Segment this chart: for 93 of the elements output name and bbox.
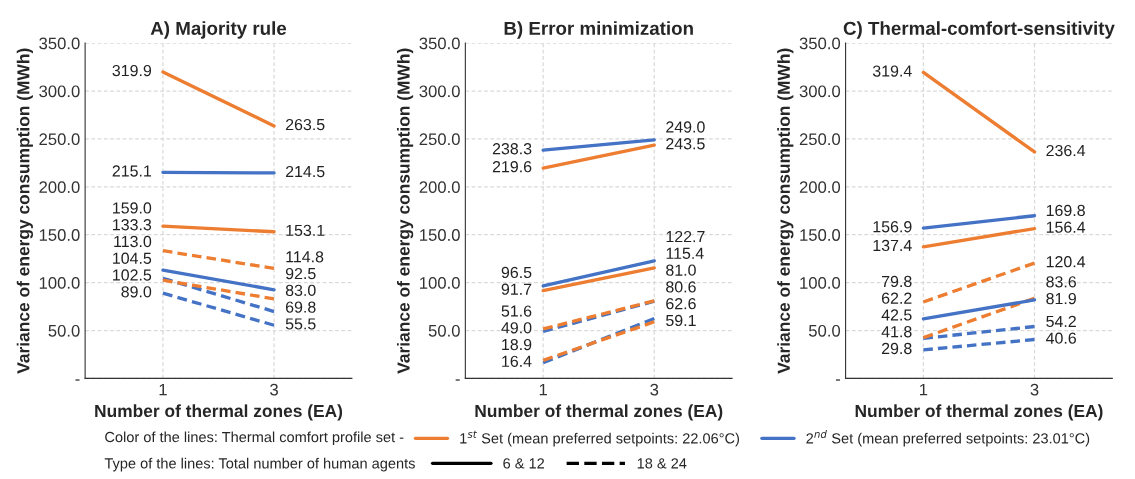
data-label: 102.5 — [113, 269, 152, 281]
data-label: 214.5 — [285, 165, 325, 178]
y-tick-label: 300.0 — [39, 85, 80, 98]
data-label: 319.4 — [872, 65, 912, 77]
y-tick-label: 50.0 — [428, 324, 460, 337]
y-tick-label: 350.0 — [799, 37, 841, 50]
data-label: 80.6 — [666, 281, 696, 293]
data-label: 169.8 — [1046, 204, 1085, 217]
data-label: 219.6 — [492, 161, 532, 173]
y-tick-label: 250.0 — [419, 133, 460, 146]
legend-label: 1$^{st}$ Set (mean preferred setpoints: 22.06°C) — [460, 430, 740, 447]
data-label: 120.4 — [1046, 256, 1086, 268]
data-label: 156.9 — [873, 221, 912, 233]
data-label: 62.2 — [881, 292, 912, 304]
x-axis-title: Number of thermal zones (EA) — [855, 404, 1103, 421]
data-label: 55.5 — [285, 318, 316, 330]
data-label: 133.3 — [113, 219, 152, 231]
data-label: 113.0 — [114, 235, 152, 248]
y-tick-label: 300.0 — [799, 85, 841, 98]
y-tick-label: 50.0 — [48, 324, 80, 337]
data-label: 59.1 — [666, 314, 696, 327]
data-label: 41.8 — [881, 326, 912, 338]
y-tick-label: 100.0 — [800, 277, 841, 289]
text: Type of the lines: Total number of human agents — [104, 457, 415, 472]
data-label: 319.9 — [112, 64, 152, 77]
x-tick-label: 3 — [1030, 383, 1039, 396]
data-label: 42.5 — [881, 309, 912, 321]
y-tick-label: - — [455, 379, 460, 381]
data-label: 159.0 — [113, 202, 152, 214]
y-tick-label: 100.0 — [39, 277, 80, 289]
y-tick-label: 200.0 — [419, 181, 460, 194]
data-label: 115.4 — [666, 247, 704, 260]
data-label: 81.9 — [1046, 292, 1076, 305]
data-label: 83.0 — [285, 284, 316, 296]
data-label: 96.5 — [501, 266, 532, 279]
data-label: 114.8 — [286, 251, 324, 263]
data-label: 18.9 — [502, 338, 532, 351]
data-label: 122.7 — [666, 230, 705, 243]
data-label: 263.5 — [285, 118, 325, 131]
x-tick-label: 1 — [159, 383, 167, 396]
y-tick-label: 50.0 — [808, 324, 841, 337]
data-label: 62.6 — [666, 298, 696, 310]
y-tick-label: 350.0 — [39, 37, 80, 50]
data-label: 91.7 — [501, 283, 532, 295]
y-tick-label: 200.0 — [799, 181, 841, 194]
data-label: 243.5 — [666, 138, 705, 150]
y-axis-title: Variance of energy consumption (MWh) — [396, 48, 414, 374]
data-label: 81.0 — [666, 264, 696, 276]
y-tick-label: 200.0 — [39, 181, 80, 194]
data-label: 156.4 — [1046, 221, 1086, 233]
chart-title: C) Thermal-comfort-sensitivity — [843, 21, 1115, 39]
y-tick-label: 150.0 — [39, 229, 80, 241]
y-tick-label: - — [75, 379, 80, 381]
data-label: 49.0 — [501, 322, 532, 334]
data-label: 16.4 — [502, 355, 532, 367]
y-tick-label: 250.0 — [39, 133, 80, 146]
text: 18 & 24 — [637, 458, 687, 469]
y-axis-title: Variance of energy consumption (MWh) — [16, 48, 34, 374]
chart-title: B) Error minimization — [504, 21, 693, 39]
y-tick-label: 300.0 — [419, 85, 460, 98]
data-label: 29.8 — [881, 342, 912, 355]
data-label: 104.5 — [113, 252, 152, 264]
x-tick-label: 3 — [650, 383, 659, 396]
data-label: 83.6 — [1046, 276, 1076, 288]
data-label: 215.1 — [112, 165, 152, 177]
y-tick-label: 150.0 — [420, 229, 460, 241]
y-tick-label: 150.0 — [800, 229, 841, 241]
data-label: 54.2 — [1046, 315, 1076, 328]
data-label: 40.6 — [1045, 332, 1076, 344]
data-label: 51.6 — [501, 305, 532, 317]
data-label: 92.5 — [285, 267, 316, 280]
data-label: 69.8 — [285, 301, 316, 313]
y-axis-title: Variance of energy consumption (MWh) — [777, 48, 794, 374]
data-label: 153.1 — [286, 224, 325, 237]
x-tick-label: 1 — [920, 383, 928, 396]
x-tick-label: 3 — [270, 383, 278, 396]
text: 6 & 12 — [503, 458, 545, 469]
legend-label: 2$^{nd}$ Set (mean preferred setpoints: 23.01°C) — [806, 430, 1090, 447]
y-tick-label: 250.0 — [799, 133, 841, 146]
data-label: 249.0 — [666, 121, 705, 133]
data-label: 79.8 — [881, 275, 912, 288]
data-label: 89.0 — [121, 286, 152, 298]
chart-title: A) Majority rule — [150, 21, 287, 39]
y-tick-label: - — [835, 379, 840, 381]
text: Color of the lines: Thermal comfort profile set - — [105, 431, 404, 446]
data-label: 137.4 — [873, 239, 912, 252]
data-label: 238.3 — [492, 143, 532, 155]
data-label: 236.4 — [1046, 144, 1086, 157]
x-tick-label: 1 — [539, 383, 547, 396]
x-axis-title: Number of thermal zones (EA) — [95, 404, 343, 421]
x-axis-title: Number of thermal zones (EA) — [475, 404, 723, 421]
y-tick-label: 350.0 — [419, 37, 460, 50]
y-tick-label: 100.0 — [420, 277, 460, 289]
